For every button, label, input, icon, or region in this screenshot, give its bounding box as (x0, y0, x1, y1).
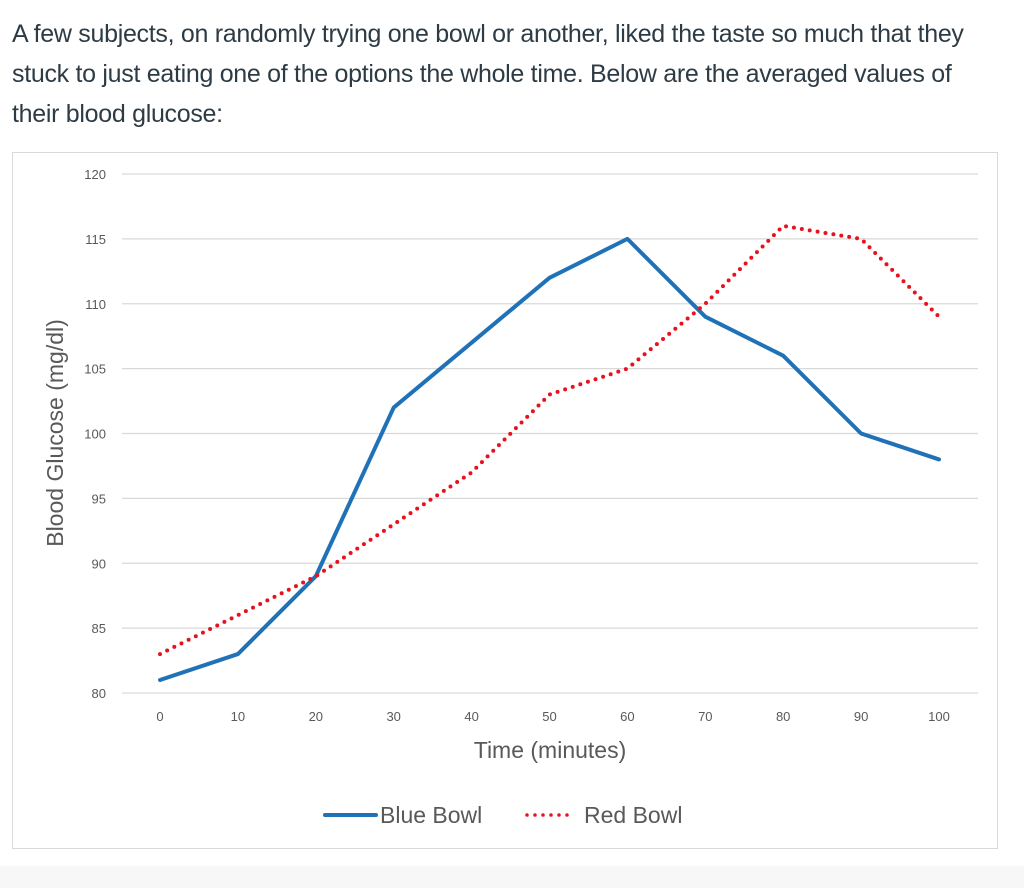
y-axis-title: Blood Glucose (mg/dl) (42, 319, 68, 547)
y-tick-label: 100 (84, 427, 106, 442)
y-tick-label: 120 (84, 167, 106, 182)
chart-container (12, 152, 998, 849)
page-footer-band (0, 866, 1024, 888)
x-axis-ticks: 0 10 20 30 40 50 60 70 80 90 100 (156, 709, 949, 724)
x-tick-label: 70 (698, 709, 712, 724)
x-tick-label: 10 (231, 709, 245, 724)
blue-bowl-series-line (158, 236, 941, 683)
x-axis-title: Time (minutes) (474, 737, 627, 763)
x-tick-label: 80 (776, 709, 790, 724)
x-tick-label: 40 (464, 709, 478, 724)
y-axis-ticks: 80 85 90 95 100 105 110 115 120 (84, 167, 106, 701)
y-tick-label: 80 (92, 686, 106, 701)
y-tick-label: 95 (92, 491, 106, 506)
y-tick-label: 115 (85, 232, 106, 247)
legend-blue-label: Blue Bowl (380, 802, 482, 828)
red-bowl-series-line (158, 223, 941, 657)
y-tick-label: 85 (92, 621, 106, 636)
x-tick-label: 100 (928, 709, 950, 724)
x-tick-label: 90 (854, 709, 868, 724)
x-tick-label: 60 (620, 709, 634, 724)
gridlines (122, 173, 978, 694)
legend: Blue Bowl Red Bowl (323, 802, 682, 828)
x-tick-label: 20 (309, 709, 323, 724)
y-tick-label: 90 (92, 556, 106, 571)
y-tick-label: 105 (84, 362, 106, 377)
x-tick-label: 30 (386, 709, 400, 724)
legend-red-label: Red Bowl (584, 802, 682, 828)
x-tick-label: 50 (542, 709, 556, 724)
series-lines (158, 223, 941, 683)
intro-paragraph: A few subjects, on randomly trying one b… (12, 20, 964, 128)
x-tick-label: 0 (156, 709, 163, 724)
y-tick-label: 110 (85, 297, 106, 312)
